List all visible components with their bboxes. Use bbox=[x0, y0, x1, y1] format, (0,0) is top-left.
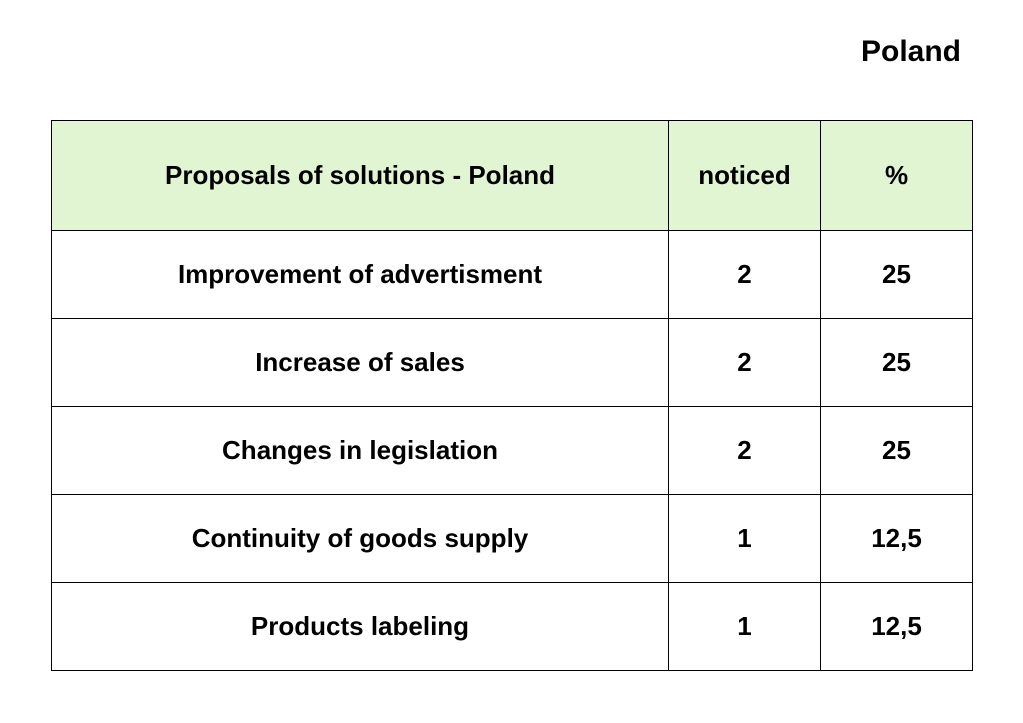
table-row: Improvement of advertisment 2 25 bbox=[51, 230, 973, 319]
column-header-percent: % bbox=[820, 120, 973, 231]
column-header-proposals: Proposals of solutions - Poland bbox=[51, 120, 669, 231]
proposal-cell: Products labeling bbox=[51, 582, 669, 671]
proposal-cell: Changes in legislation bbox=[51, 406, 669, 495]
percent-cell: 25 bbox=[820, 406, 973, 495]
table-row: Products labeling 1 12,5 bbox=[51, 582, 973, 671]
noticed-cell: 2 bbox=[668, 230, 821, 319]
noticed-cell: 2 bbox=[668, 406, 821, 495]
percent-cell: 12,5 bbox=[820, 494, 973, 583]
percent-cell: 25 bbox=[820, 318, 973, 407]
table-row: Increase of sales 2 25 bbox=[51, 318, 973, 407]
percent-cell: 25 bbox=[820, 230, 973, 319]
proposal-cell: Continuity of goods supply bbox=[51, 494, 669, 583]
noticed-cell: 2 bbox=[668, 318, 821, 407]
proposals-table: Proposals of solutions - Poland noticed … bbox=[51, 120, 973, 671]
proposal-cell: Improvement of advertisment bbox=[51, 230, 669, 319]
column-header-noticed: noticed bbox=[668, 120, 821, 231]
table-row: Continuity of goods supply 1 12,5 bbox=[51, 494, 973, 583]
noticed-cell: 1 bbox=[668, 582, 821, 671]
noticed-cell: 1 bbox=[668, 494, 821, 583]
proposal-cell: Increase of sales bbox=[51, 318, 669, 407]
table-row: Changes in legislation 2 25 bbox=[51, 406, 973, 495]
percent-cell: 12,5 bbox=[820, 582, 973, 671]
page-title: Poland bbox=[860, 35, 961, 68]
table-header-row: Proposals of solutions - Poland noticed … bbox=[51, 120, 973, 231]
